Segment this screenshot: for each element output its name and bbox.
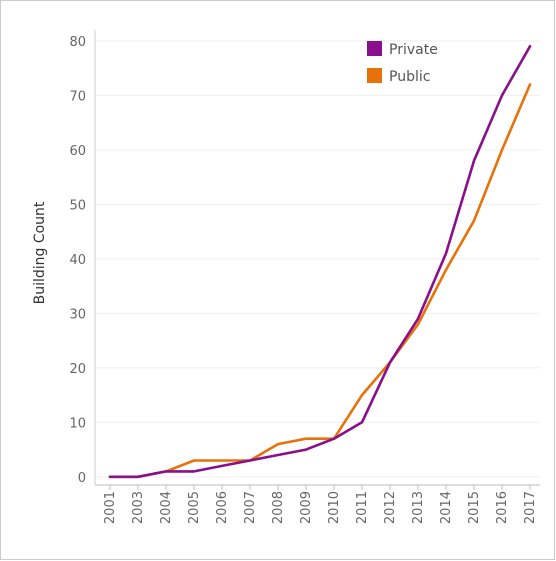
legend-swatch-public xyxy=(367,68,382,83)
legend-label: Private xyxy=(389,42,438,58)
x-tick-label: 2003 xyxy=(131,491,146,524)
legend-label: Public xyxy=(389,69,430,85)
x-tick-label: 2012 xyxy=(383,491,398,524)
x-tick-label: 2015 xyxy=(467,491,482,524)
x-tick-label: 2017 xyxy=(523,491,538,524)
series-line-private xyxy=(108,44,532,479)
x-tick-label: 2013 xyxy=(411,491,426,524)
x-axis-ticks: 2001 2003 2004 2005 2006 2007 2008 2009 2010 2011… xyxy=(103,485,538,524)
x-tick-label: 2001 xyxy=(103,491,118,524)
series-line-public xyxy=(108,83,532,479)
y-tick-label: 70 xyxy=(69,89,86,104)
y-tick-label: 80 xyxy=(69,35,86,50)
x-tick-label: 2008 xyxy=(271,491,286,524)
y-tick-label: 60 xyxy=(69,144,86,159)
gridlines xyxy=(95,40,540,478)
x-tick-label: 2006 xyxy=(215,491,230,524)
x-tick-label: 2004 xyxy=(159,491,174,524)
y-tick-label: 0 xyxy=(78,471,86,486)
y-tick-label: 30 xyxy=(69,307,86,322)
y-axis-title: Building Count xyxy=(32,201,48,304)
x-tick-label: 2011 xyxy=(355,491,370,524)
series-lines xyxy=(108,44,532,479)
legend-swatch-private xyxy=(367,41,382,56)
x-tick-label: 2007 xyxy=(243,491,258,524)
x-tick-label: 2005 xyxy=(187,491,202,524)
y-tick-label: 40 xyxy=(69,253,86,268)
y-tick-label: 50 xyxy=(69,198,86,213)
x-tick-label: 2016 xyxy=(495,491,510,524)
x-tick-label: 2009 xyxy=(299,491,314,524)
y-tick-label: 10 xyxy=(69,416,86,431)
x-tick-label: 2010 xyxy=(327,491,342,524)
y-tick-label: 20 xyxy=(69,362,86,377)
y-axis-ticks: 0 10 20 30 40 50 60 70 80 xyxy=(69,35,86,486)
legend: Private Public xyxy=(367,41,438,85)
x-tick-label: 2014 xyxy=(439,491,454,524)
